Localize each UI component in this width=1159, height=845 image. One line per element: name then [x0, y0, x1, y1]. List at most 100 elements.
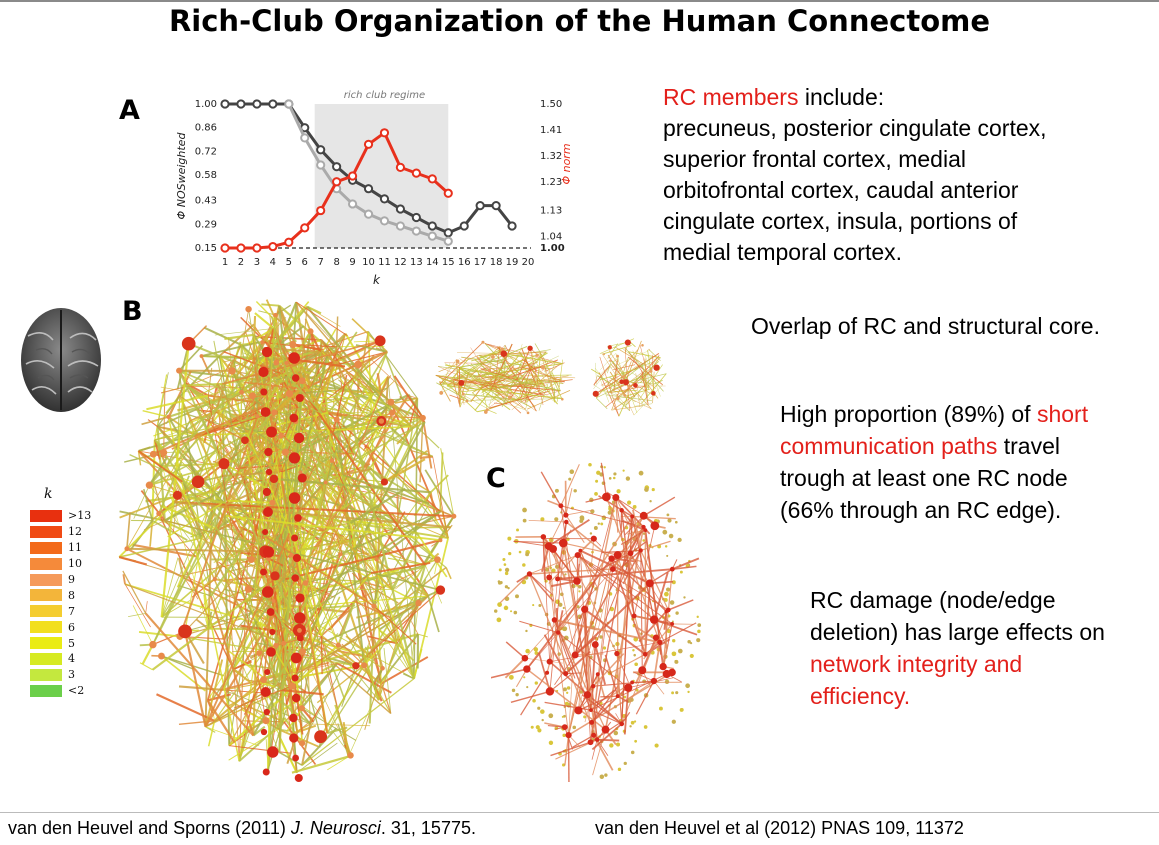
peripheral-node [687, 639, 691, 644]
peripheral-node [525, 648, 530, 654]
network-edge [126, 383, 223, 549]
network-hub-node [294, 773, 303, 783]
network-edge [205, 726, 260, 747]
peripheral-node [613, 472, 617, 476]
network-node [278, 433, 284, 439]
network-edge [419, 455, 433, 460]
rich-club-edge [524, 657, 563, 664]
network-edge [255, 300, 278, 323]
network-edge [178, 685, 224, 692]
rich-club-edge [526, 558, 613, 670]
peripheral-node [683, 596, 686, 599]
rich-club-node [619, 721, 625, 727]
rich-club-edge [640, 540, 671, 552]
network-edge [167, 416, 240, 762]
network-edge [543, 366, 560, 388]
network-edge [301, 717, 313, 766]
network-edge [249, 362, 303, 395]
rich-club-node [551, 617, 558, 623]
peripheral-node [629, 725, 632, 728]
network-hub-node [260, 407, 271, 417]
network-edge [327, 364, 370, 414]
network-edge [333, 397, 350, 412]
peripheral-node [494, 609, 498, 613]
y-left-axis-label: Φ NOSweighted [175, 132, 188, 220]
network-edge [308, 439, 328, 482]
rich-club-edge [510, 690, 551, 704]
rich-club-node [545, 670, 550, 675]
series-point [459, 221, 469, 231]
network-node [485, 408, 489, 412]
paths-text-part: travel [997, 433, 1060, 459]
rich-club-node [602, 492, 611, 502]
network-edge [380, 656, 429, 685]
peripheral-node [666, 554, 669, 557]
network-edge [213, 340, 223, 385]
network-edge [366, 601, 372, 625]
rich-club-node [619, 508, 624, 513]
series-point [395, 221, 406, 231]
rich-club-node [563, 512, 569, 518]
peripheral-node [537, 728, 542, 733]
peripheral-node [602, 517, 605, 520]
network-edge [124, 583, 151, 628]
rich-club-node [587, 739, 594, 746]
peripheral-node [679, 708, 684, 712]
rich-club-edge [491, 668, 528, 679]
network-edge [461, 386, 465, 405]
network-node [172, 490, 182, 500]
peripheral-node [561, 715, 564, 718]
rich-club-edge [581, 694, 623, 725]
network-edge [607, 360, 612, 374]
rc-members-line: cingulate cortex, insula, portions of [663, 208, 1018, 234]
network-node [455, 359, 460, 363]
network-edge [286, 375, 323, 414]
peripheral-node [504, 585, 509, 589]
network-edge [370, 359, 409, 395]
peripheral-node [679, 570, 683, 574]
legend-swatch [30, 652, 62, 665]
network-edge [316, 664, 365, 704]
peripheral-node [497, 602, 502, 607]
network-edge [349, 415, 416, 679]
network-edge [486, 380, 513, 392]
network-edge [470, 347, 508, 405]
network-edge [166, 395, 181, 424]
network-edge [149, 407, 298, 486]
rich-club-node [583, 691, 592, 699]
network-edge [336, 419, 355, 456]
network-node [314, 730, 328, 744]
network-node [651, 391, 656, 396]
network-edge [252, 351, 321, 431]
network-edge [620, 357, 653, 383]
network-edge [205, 602, 419, 728]
rich-club-node [544, 542, 553, 551]
network-hub-node [295, 393, 304, 403]
network-node [176, 368, 182, 374]
rich-club-node [670, 622, 675, 626]
peripheral-node [522, 518, 527, 523]
network-edge [325, 446, 380, 483]
rich-club-edge [591, 723, 623, 751]
network-edge [144, 612, 255, 737]
network-edge [499, 376, 561, 392]
network-edge [383, 458, 426, 483]
peripheral-node [593, 526, 598, 530]
rich-club-node [652, 634, 660, 641]
peripheral-node [576, 584, 579, 587]
rich-club-edge [499, 573, 530, 604]
peripheral-node [558, 602, 563, 607]
network-node [149, 640, 157, 649]
legend-label: 3 [68, 668, 75, 682]
peripheral-node [668, 533, 674, 539]
network-node [124, 546, 130, 552]
peripheral-node [675, 691, 679, 695]
network-node [561, 397, 564, 401]
peripheral-node [622, 469, 625, 472]
network-edge [137, 450, 142, 466]
rich-club-edge [590, 709, 622, 725]
rich-club-edge [635, 680, 655, 715]
peripheral-node [507, 536, 512, 541]
network-edge [484, 343, 503, 350]
peripheral-node [564, 573, 567, 576]
